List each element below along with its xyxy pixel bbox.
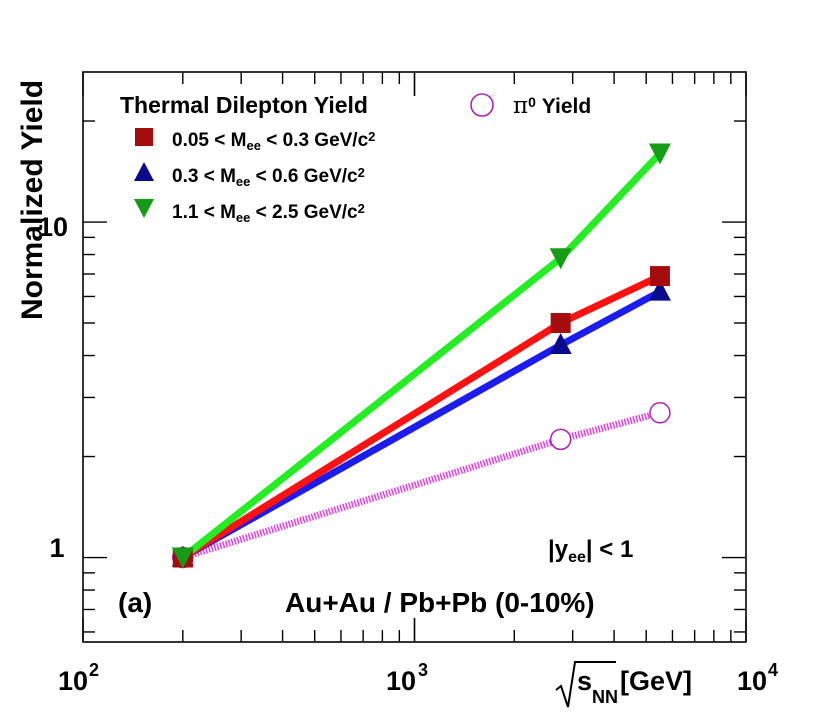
data-series [171,143,671,569]
x-tick-label-1000: 10 3 [386,660,428,696]
data-point-triangle-up [549,332,572,354]
data-point-triangle-down [648,143,671,165]
svg-text:3: 3 [418,660,428,680]
svg-text:NN: NN [592,687,618,707]
svg-text:10: 10 [737,666,767,696]
legend-marker-square [135,128,153,146]
svg-text:10: 10 [386,666,416,696]
legend-marker-triangle-up [134,162,154,181]
rapidity-cut-label: |yee| < 1 [548,536,633,566]
axis-ticks [82,72,747,642]
data-point-triangle-down [549,248,572,270]
legend-title: Thermal Dilepton Yield [120,92,368,118]
svg-text:10: 10 [58,666,88,696]
data-point-triangle-up [648,279,671,301]
panel-label: (a) [118,587,152,618]
x-tick-label-100: 10 2 [58,660,99,696]
data-point-circle-open [549,428,572,451]
legend-entry-pi0: π0 Yield [513,93,591,119]
legend-marker-triangle-down [134,199,154,218]
svg-text:[GeV]: [GeV] [620,666,692,696]
legend-entry-high-mass: 1.1 < Mee < 2.5 GeV/c2 [172,201,365,225]
legend-marker-open-circle [470,93,494,117]
svg-text:s: s [577,666,592,696]
legend-entry-mid-mass: 0.3 < Mee < 0.6 GeV/c2 [172,165,365,189]
collision-system-label: Au+Au / Pb+Pb (0-10%) [285,587,595,618]
svg-text:2: 2 [89,660,99,680]
data-point-circle-open [649,402,671,424]
y-tick-label-1: 1 [49,533,64,563]
legend-entry-low-mass: 0.05 < Mee < 0.3 GeV/c2 [172,129,375,153]
y-tick-label-10: 10 [38,212,68,242]
sqrt-symbol [555,661,616,708]
y-axis-title: Normalized Yield [16,80,49,320]
x-axis-title: s NN [GeV] [555,661,692,708]
data-point-square [649,266,670,287]
x-tick-label-10000: 10 4 [737,660,778,696]
data-point-square [550,313,571,334]
data-point-triangle-down [171,547,194,569]
legend: Thermal Dilepton Yield 0.05 < Mee < 0.3 … [120,92,591,225]
svg-text:4: 4 [768,660,778,680]
